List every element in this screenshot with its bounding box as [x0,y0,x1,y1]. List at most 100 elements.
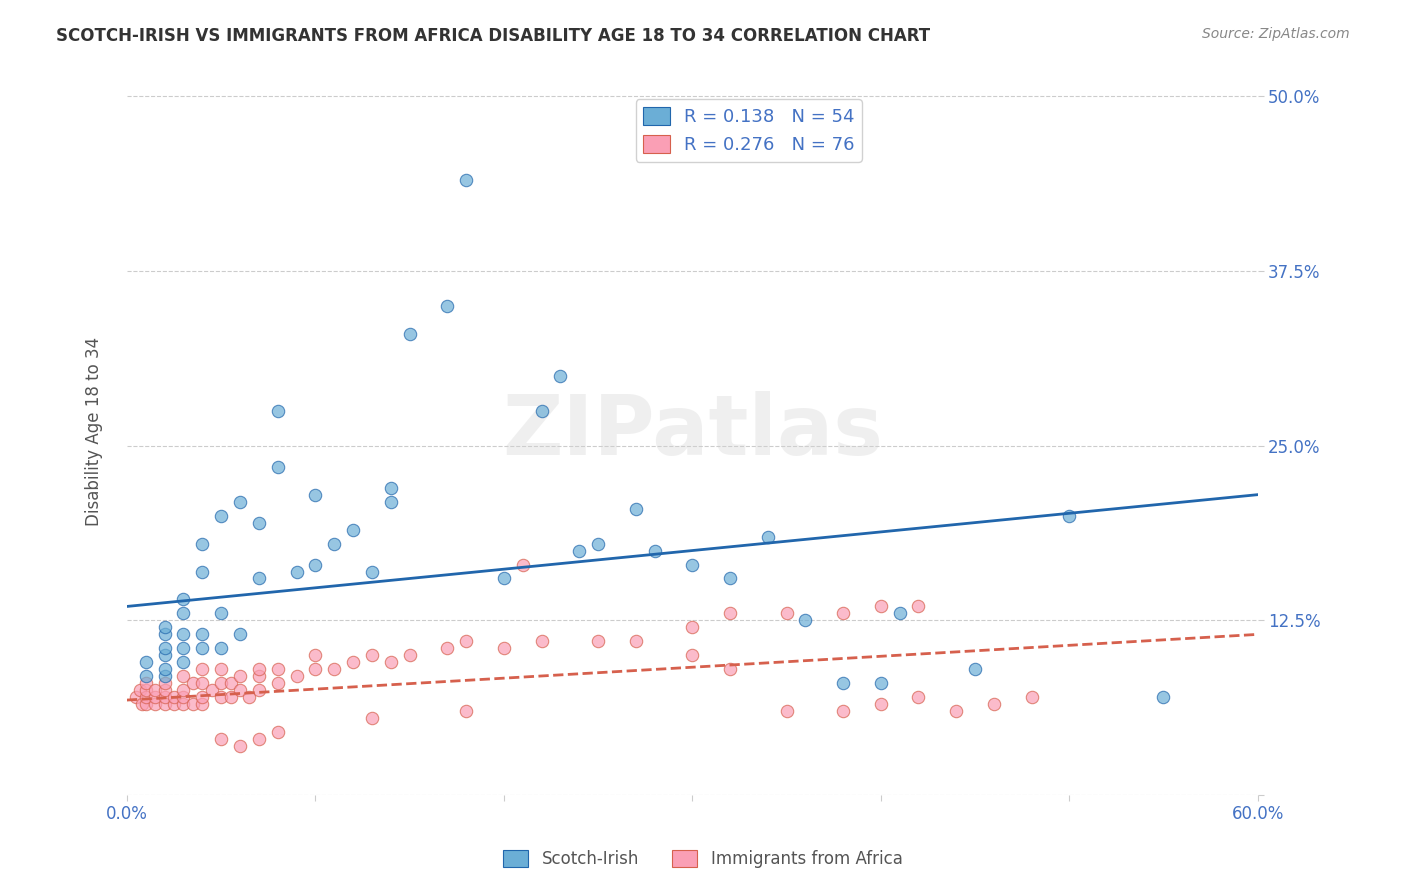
Point [172,690,194,705]
Point [229,683,252,698]
Point [945,704,967,718]
Point [1021,690,1043,705]
Point [153,690,176,705]
Point [889,607,911,621]
Legend: R = 0.138   N = 54, R = 0.276   N = 76: R = 0.138 N = 54, R = 0.276 N = 76 [636,99,862,161]
Point [143,683,166,698]
Point [718,572,741,586]
Point [342,523,364,537]
Point [219,690,242,705]
Point [644,543,666,558]
Text: SCOTCH-IRISH VS IMMIGRANTS FROM AFRICA DISABILITY AGE 18 TO 34 CORRELATION CHART: SCOTCH-IRISH VS IMMIGRANTS FROM AFRICA D… [56,27,931,45]
Point [869,698,891,712]
Point [775,704,797,718]
Point [191,641,214,656]
Point [172,627,194,641]
Point [1152,690,1174,705]
Point [172,698,194,712]
Point [1057,508,1080,523]
Point [247,669,270,683]
Point [143,690,166,705]
Point [181,698,204,712]
Point [247,516,270,530]
Point [229,739,252,754]
Point [125,690,148,705]
Point [456,704,478,718]
Point [191,565,214,579]
Point [718,607,741,621]
Point [266,662,288,676]
Point [832,676,855,690]
Point [209,732,232,747]
Point [153,698,176,712]
Point [304,662,326,676]
Point [530,634,553,648]
Point [172,592,194,607]
Point [436,299,458,313]
Point [361,648,384,663]
Point [512,558,534,572]
Point [209,641,232,656]
Point [191,676,214,690]
Point [135,690,157,705]
Point [266,459,288,474]
Point [209,690,232,705]
Point [172,656,194,670]
Point [191,536,214,550]
Point [832,704,855,718]
Point [172,641,194,656]
Point [172,607,194,621]
Point [153,683,176,698]
Point [342,656,364,670]
Point [135,676,157,690]
Point [153,676,176,690]
Y-axis label: Disability Age 18 to 34: Disability Age 18 to 34 [86,337,103,526]
Point [229,669,252,683]
Point [266,676,288,690]
Point [983,698,1005,712]
Point [775,607,797,621]
Point [550,368,572,383]
Point [492,572,515,586]
Point [586,634,609,648]
Point [718,662,741,676]
Point [530,404,553,418]
Point [436,641,458,656]
Point [238,690,260,705]
Point [191,662,214,676]
Point [681,558,703,572]
Point [323,662,346,676]
Point [153,627,176,641]
Point [398,648,420,663]
Point [266,725,288,739]
Point [380,656,402,670]
Point [191,627,214,641]
Point [153,620,176,634]
Point [135,683,157,698]
Point [869,599,891,614]
Point [181,676,204,690]
Point [143,698,166,712]
Point [229,627,252,641]
Point [135,698,157,712]
Point [219,676,242,690]
Point [794,614,817,628]
Point [153,648,176,663]
Point [163,690,186,705]
Point [191,690,214,705]
Point [201,683,224,698]
Point [229,494,252,508]
Text: ZIPatlas: ZIPatlas [502,392,883,472]
Point [247,683,270,698]
Point [907,599,929,614]
Point [285,565,308,579]
Point [681,648,703,663]
Point [586,536,609,550]
Point [832,607,855,621]
Point [153,662,176,676]
Point [209,662,232,676]
Legend: Scotch-Irish, Immigrants from Africa: Scotch-Irish, Immigrants from Africa [496,843,910,875]
Point [129,683,152,698]
Point [285,669,308,683]
Point [304,648,326,663]
